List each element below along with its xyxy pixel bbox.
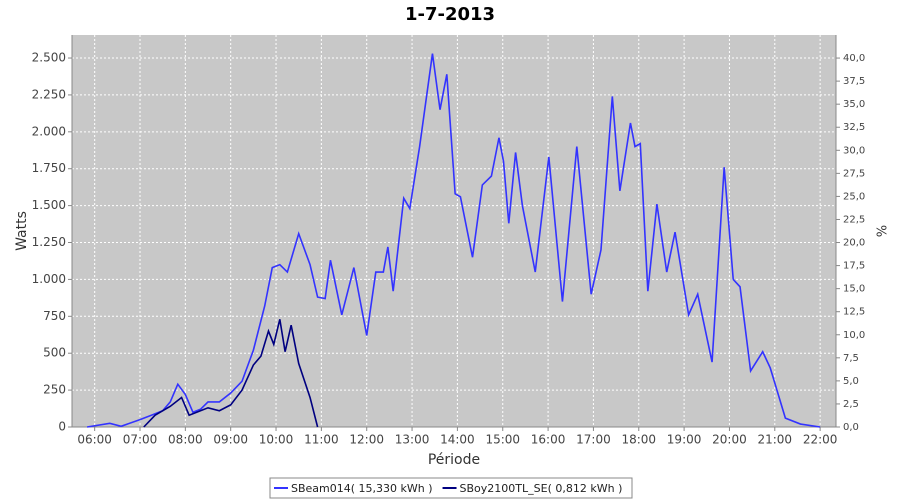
plot-area [72,35,836,427]
y-tick-label: 2.250 [32,87,66,101]
x-tick-label: 19:00 [667,433,702,447]
legend-label: SBeam014( 15,330 kWh ) [291,482,433,495]
y2-tick-label: 2,5 [843,399,859,410]
x-tick-label: 08:00 [168,433,203,447]
y-tick-label: 750 [43,309,66,323]
x-tick-label: 07:00 [123,433,158,447]
y2-tick-label: 25,0 [843,191,865,202]
x-tick-label: 09:00 [213,433,248,447]
y2-tick-label: 22,5 [843,214,865,225]
x-tick-label: 17:00 [576,433,611,447]
y2-tick-label: 30,0 [843,145,865,156]
x-tick-label: 20:00 [712,433,747,447]
x-tick-label: 21:00 [757,433,792,447]
series-line [143,319,319,428]
x-tick-label: 12:00 [349,433,384,447]
y2-tick-label: 5,0 [843,376,859,387]
x-tick-label: 11:00 [304,433,339,447]
x-tick-label: 14:00 [440,433,475,447]
y-tick-label: 1.750 [32,161,66,175]
y2-tick-label: 40,0 [843,53,865,64]
y2-tick-label: 20,0 [843,238,865,249]
y2-tick-label: 15,0 [843,284,865,295]
y2-tick-label: 10,0 [843,330,865,341]
x-tick-label: 15:00 [485,433,520,447]
y-axis-label: Watts [14,211,30,251]
y-tick-label: 500 [43,346,66,360]
legend-label: SBoy2100TL_SE( 0,812 kWh ) [460,482,623,495]
chart-title: 1-7-2013 [405,4,495,25]
y2-tick-label: 37,5 [843,76,865,87]
y2-tick-label: 0,0 [843,422,859,433]
x-tick-label: 16:00 [531,433,566,447]
x-tick-label: 22:00 [803,433,838,447]
x-tick-label: 18:00 [621,433,656,447]
y2-tick-label: 12,5 [843,307,865,318]
x-axis-label: Période [428,452,480,468]
y2-tick-label: 17,5 [843,261,865,272]
y-tick-label: 1.250 [32,235,66,249]
series-line [86,53,821,428]
y2-tick-label: 27,5 [843,168,865,179]
x-tick-label: 10:00 [259,433,294,447]
y2-tick-label: 35,0 [843,99,865,110]
y-tick-label: 1.500 [32,198,66,212]
x-tick-label: 06:00 [77,433,112,447]
y2-axis-label: % [873,225,888,237]
y2-tick-label: 32,5 [843,122,865,133]
y-tick-label: 0 [58,420,66,434]
x-tick-label: 13:00 [395,433,430,447]
y2-tick-label: 7,5 [843,353,859,364]
y-tick-label: 1.000 [32,272,66,286]
y-tick-label: 2.500 [32,51,66,65]
y-tick-label: 2.000 [32,124,66,138]
y-tick-label: 250 [43,383,66,397]
